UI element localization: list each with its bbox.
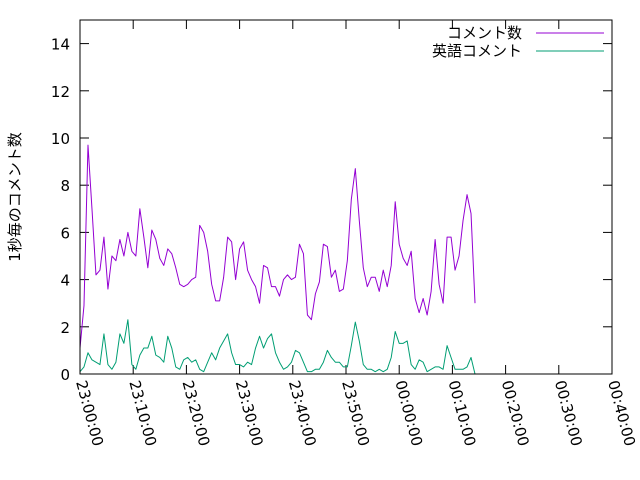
plot-frame <box>79 19 613 375</box>
y-tick-label: 0 <box>60 366 70 384</box>
y-tick-label: 12 <box>51 83 70 101</box>
y-tick-label: 14 <box>51 36 70 54</box>
y-tick-label: 10 <box>51 130 70 148</box>
legend-label-2: 英語コメント <box>432 42 522 60</box>
series-line-2 <box>79 319 476 375</box>
y-tick-label: 8 <box>60 177 70 195</box>
y-tick-label: 2 <box>60 319 70 337</box>
y-tick-label: 4 <box>60 272 70 290</box>
y-axis-ticks: 0 2 4 6 8 10 12 14 <box>51 36 612 384</box>
y-tick-label: 6 <box>60 224 70 242</box>
series-line-1 <box>79 144 476 349</box>
legend-label-1: コメント数 <box>447 24 522 42</box>
y-axis-label: 1秒毎のコメント数 <box>6 132 24 262</box>
series-lines <box>79 144 476 375</box>
